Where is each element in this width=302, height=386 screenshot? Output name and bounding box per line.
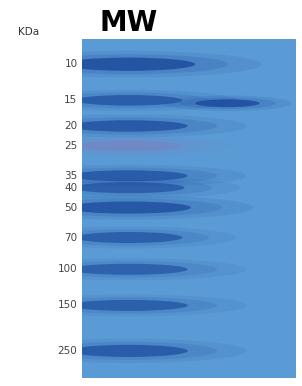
Ellipse shape — [52, 138, 206, 154]
Ellipse shape — [29, 54, 228, 74]
Ellipse shape — [45, 179, 212, 196]
Text: 10: 10 — [64, 59, 77, 69]
Text: 25: 25 — [64, 141, 77, 151]
Ellipse shape — [17, 177, 240, 199]
Text: 40: 40 — [64, 183, 77, 193]
Ellipse shape — [163, 95, 292, 111]
Ellipse shape — [70, 345, 188, 357]
Ellipse shape — [77, 141, 180, 151]
Text: MW: MW — [100, 8, 158, 37]
Text: 50: 50 — [64, 203, 77, 213]
Ellipse shape — [21, 227, 236, 249]
Text: 250: 250 — [58, 346, 77, 356]
Text: 15: 15 — [64, 95, 77, 105]
Text: KDa: KDa — [18, 27, 39, 37]
Ellipse shape — [0, 51, 262, 78]
Ellipse shape — [48, 229, 209, 246]
Text: 100: 100 — [58, 264, 77, 274]
Ellipse shape — [11, 258, 247, 280]
Ellipse shape — [11, 339, 247, 363]
Ellipse shape — [35, 198, 222, 217]
Ellipse shape — [21, 90, 236, 111]
Text: 20: 20 — [64, 121, 77, 131]
Ellipse shape — [40, 117, 217, 135]
Ellipse shape — [195, 99, 259, 107]
Ellipse shape — [70, 264, 188, 275]
Ellipse shape — [26, 135, 232, 156]
Text: 35: 35 — [64, 171, 77, 181]
Ellipse shape — [11, 115, 247, 137]
Ellipse shape — [179, 97, 276, 109]
Ellipse shape — [40, 342, 217, 360]
Text: 70: 70 — [64, 232, 77, 242]
Ellipse shape — [4, 195, 253, 220]
Ellipse shape — [75, 95, 182, 106]
Ellipse shape — [62, 58, 195, 71]
Text: 150: 150 — [58, 300, 77, 310]
Ellipse shape — [40, 168, 217, 184]
Ellipse shape — [11, 165, 247, 187]
Ellipse shape — [70, 300, 188, 311]
Ellipse shape — [73, 182, 185, 193]
Ellipse shape — [40, 261, 217, 278]
Ellipse shape — [75, 232, 182, 243]
Ellipse shape — [66, 201, 191, 213]
Ellipse shape — [70, 170, 188, 181]
Ellipse shape — [48, 92, 209, 108]
Ellipse shape — [70, 120, 188, 132]
Ellipse shape — [11, 295, 247, 317]
Ellipse shape — [40, 297, 217, 314]
